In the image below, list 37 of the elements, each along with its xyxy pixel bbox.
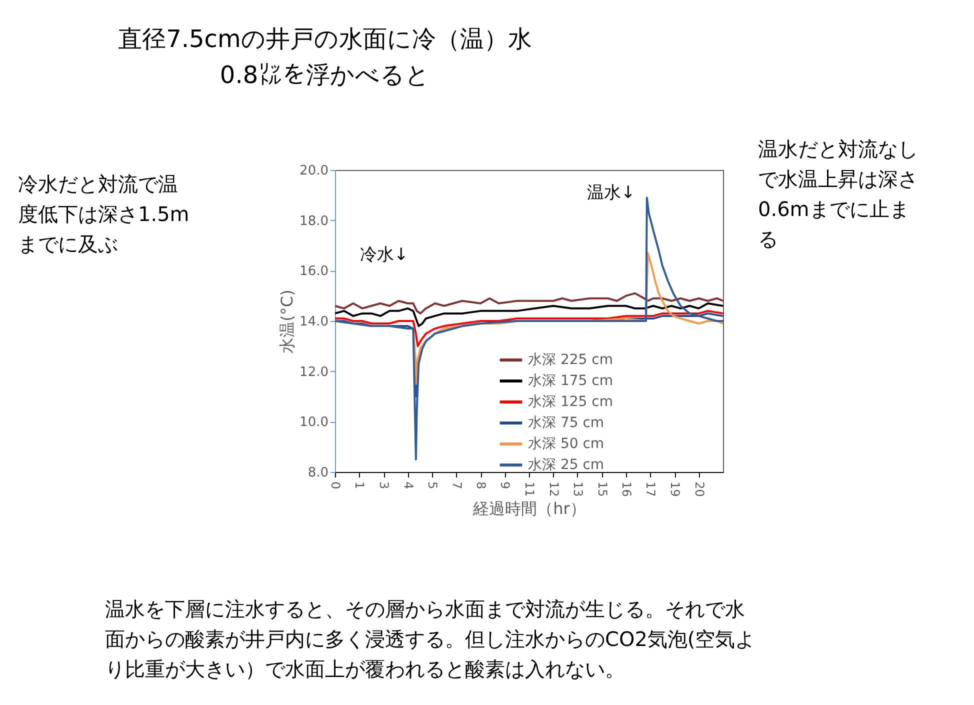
x-tick-label: 7	[450, 482, 464, 490]
x-tick-label: 16	[620, 482, 634, 497]
y-tick-label: 20.0	[300, 164, 328, 178]
y-tick-label: 18.0	[300, 214, 328, 229]
x-tick-label: 3	[377, 482, 392, 490]
annotation: 冷水↓	[360, 245, 408, 265]
legend-label: 水深 25 cm	[528, 457, 604, 473]
legend-label: 水深 225 cm	[528, 352, 613, 368]
x-tick-label: 1	[352, 482, 367, 490]
x-tick-label: 12	[546, 482, 561, 497]
chart-title: 直径7.5cmの井戸の水面に冷（温）水 0.8㍑を浮かべると	[118, 25, 532, 89]
x-tick-label: 0	[328, 482, 342, 490]
x-tick-label: 11	[522, 482, 537, 497]
x-tick-label: 19	[668, 482, 682, 497]
x-tick-label: 8	[474, 482, 488, 490]
annotation: 温水↓	[587, 183, 636, 203]
x-axis-title: 経過時間（hr）	[472, 498, 586, 518]
legend-label: 水深 75 cm	[528, 415, 604, 431]
legend-label: 水深 175 cm	[528, 373, 613, 389]
text: 冷水だと対流で温度低下は深さ1.5mまでに及ぶ	[18, 172, 190, 256]
x-tick-label: 4	[401, 482, 416, 490]
y-tick-label: 12.0	[300, 364, 328, 380]
x-tick-label: 9	[498, 482, 512, 490]
y-tick-label: 10.0	[300, 415, 328, 430]
y-tick-label: 14.0	[300, 314, 328, 330]
x-tick-label: 17	[644, 482, 658, 497]
text: 温水を下層に注水すると、その層から水面まで対流が生じる。それで水面からの酸素が井戸内に多く浸透する。但し注水からのCO2気泡(空気より比重が大きい）で水面上が覆われると酸素は入れない。	[105, 597, 756, 681]
x-tick-label: 13	[571, 482, 585, 497]
x-tick-label: 15	[595, 482, 610, 497]
y-tick-label: 16.0	[300, 264, 328, 280]
legend-label: 水深 125 cm	[528, 394, 613, 410]
text: 温水だと対流なしで水温上昇は深さ0.6mまでに止まる	[758, 137, 918, 251]
legend-label: 水深 50 cm	[528, 436, 604, 452]
y-tick-label: 8.0	[308, 466, 328, 480]
x-tick-label: 5	[425, 482, 440, 490]
x-tick-label: 20	[692, 482, 706, 497]
y-axis-title: 水温(°C)	[278, 290, 297, 354]
